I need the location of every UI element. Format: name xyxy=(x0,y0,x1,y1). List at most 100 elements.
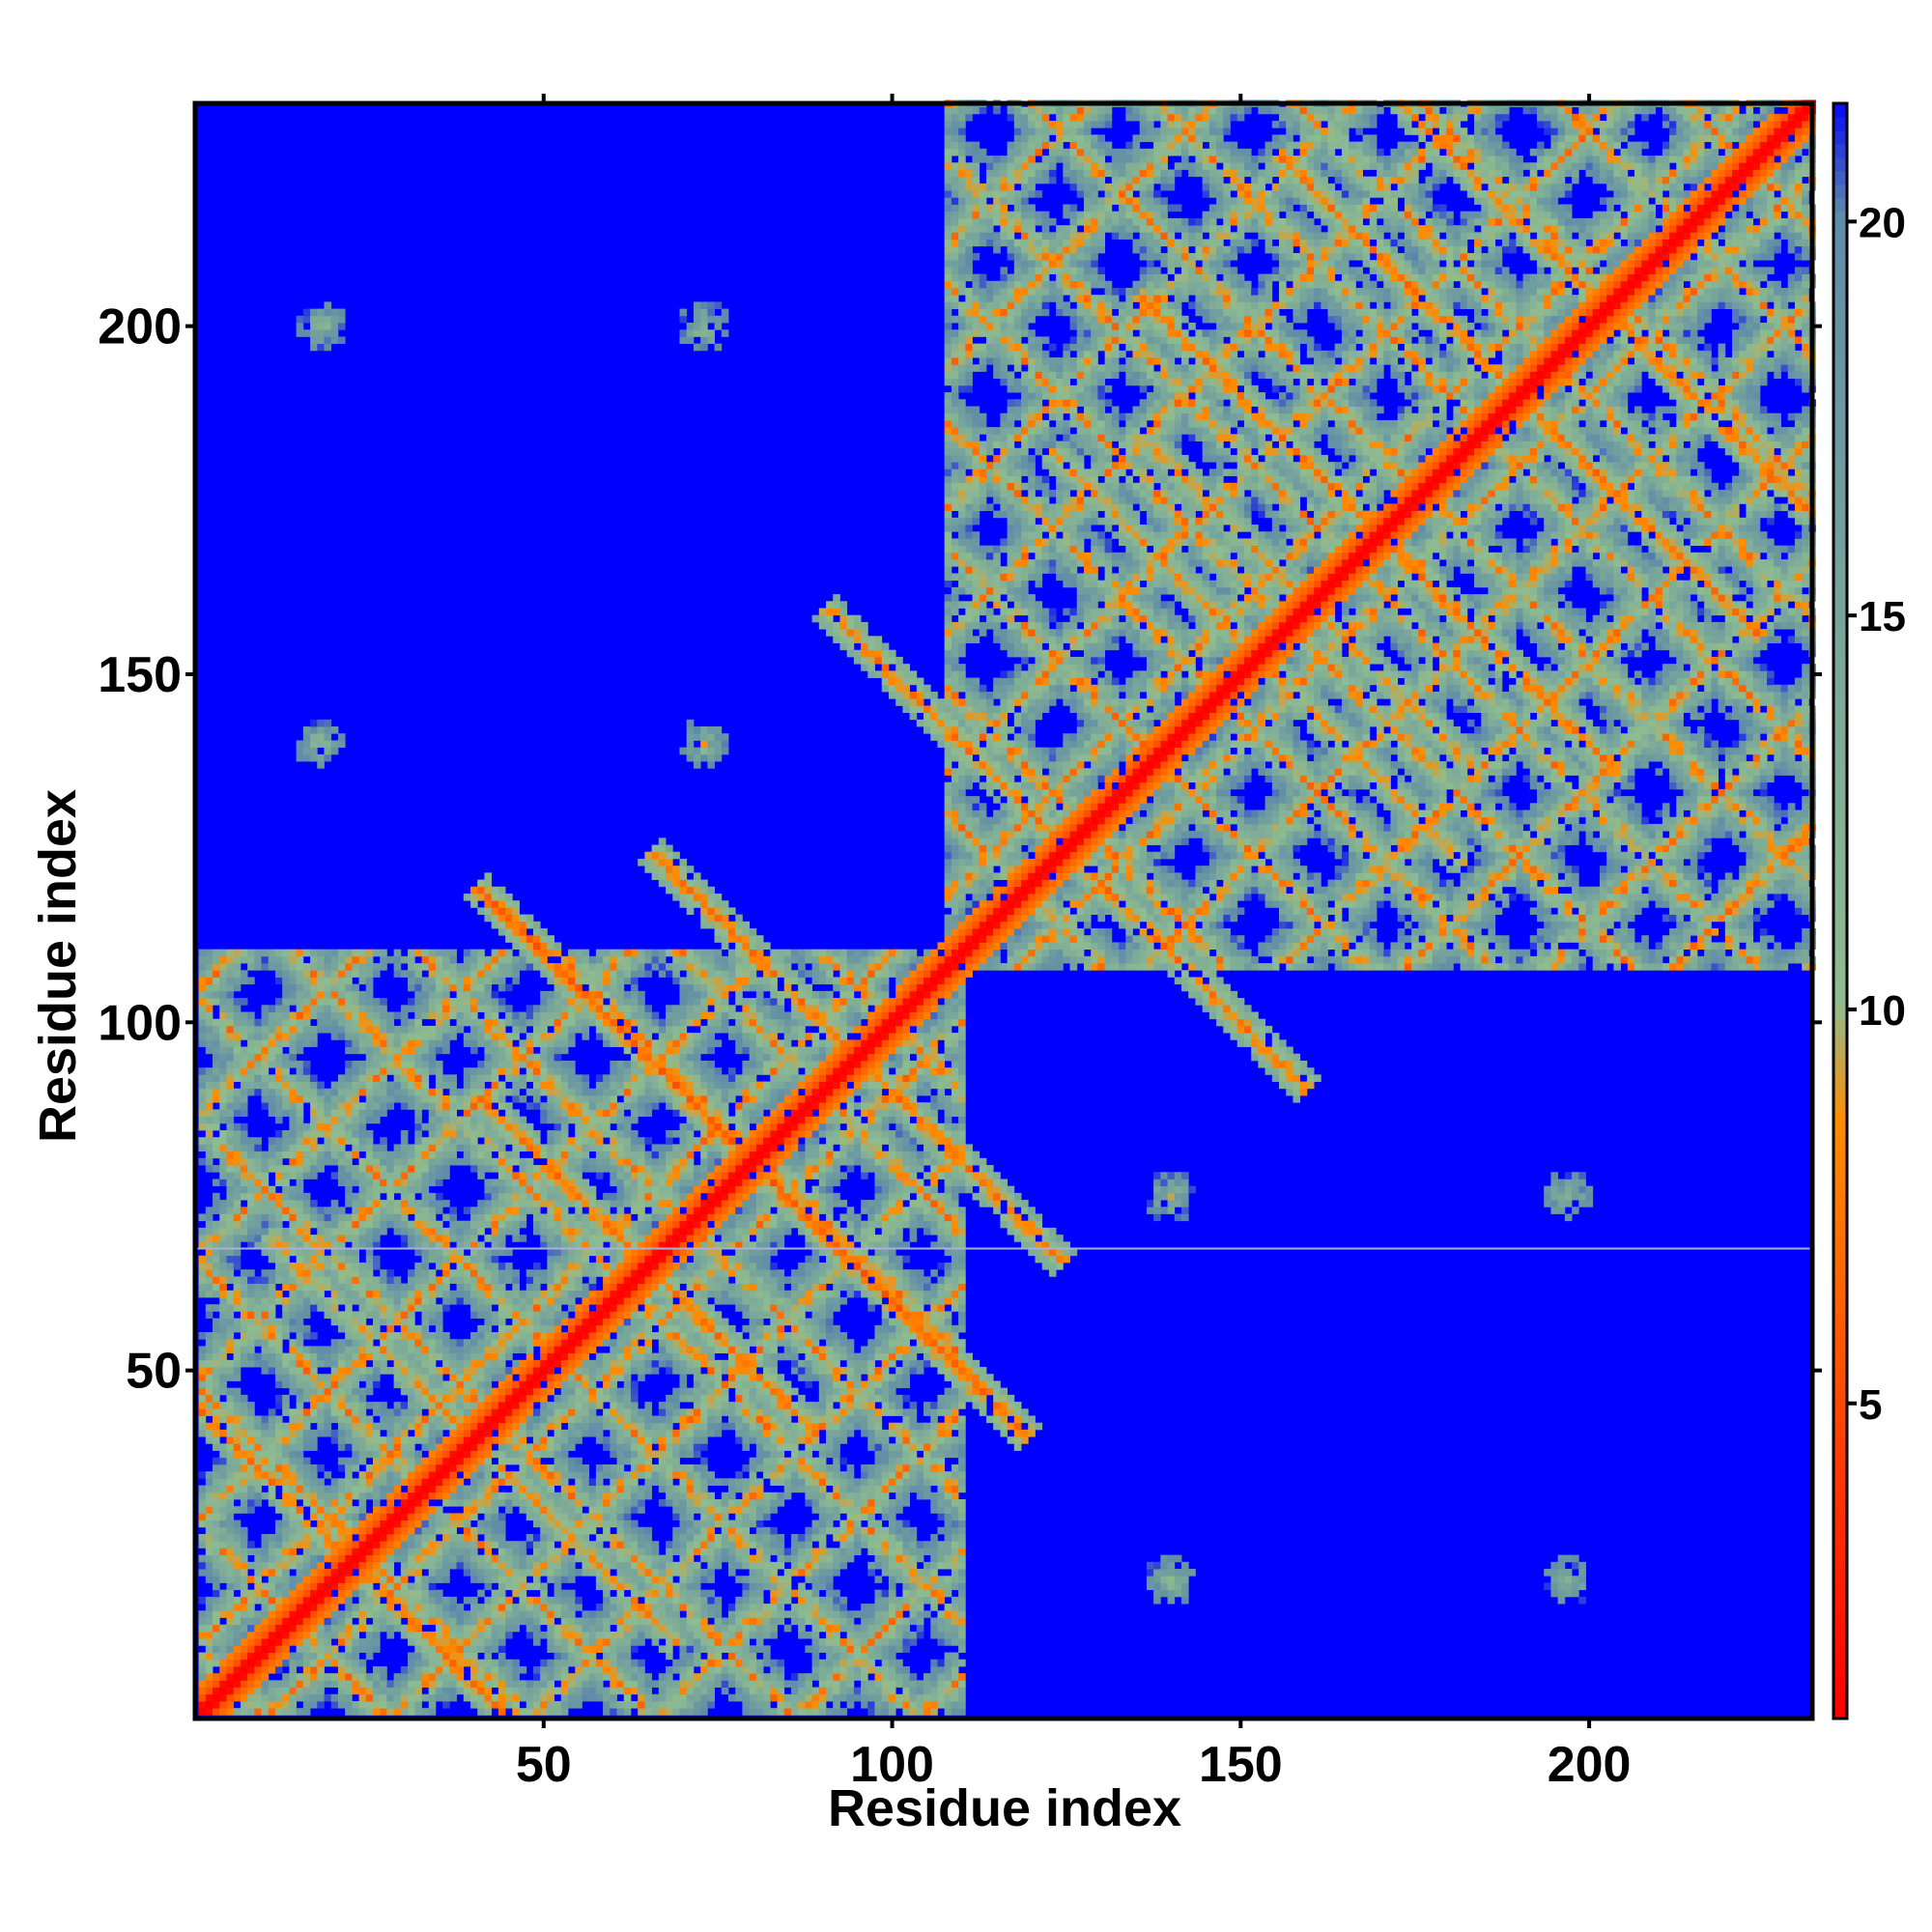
heatmap-cell xyxy=(449,1033,457,1040)
heatmap-cell xyxy=(296,1408,304,1416)
heatmap-cell xyxy=(505,1192,513,1201)
heatmap-cell xyxy=(497,1589,506,1598)
heatmap-cell xyxy=(512,1137,520,1145)
heatmap-cell xyxy=(365,1262,374,1270)
heatmap-cell xyxy=(400,1213,409,1222)
heatmap-cell xyxy=(337,1033,346,1040)
heatmap-cell xyxy=(268,1604,276,1611)
heatmap-cell xyxy=(408,1060,415,1068)
heatmap-cell xyxy=(484,893,493,901)
heatmap-cell xyxy=(198,1255,207,1264)
heatmap-cell xyxy=(205,1422,213,1431)
heatmap-cell xyxy=(226,955,235,964)
heatmap-cell xyxy=(386,1513,395,1521)
heatmap-cell xyxy=(365,1074,374,1082)
heatmap-cell xyxy=(240,1130,248,1138)
heatmap-cell xyxy=(470,998,478,1006)
heatmap-cell xyxy=(442,1005,450,1012)
heatmap-cell xyxy=(233,1207,242,1214)
heatmap-cell xyxy=(380,1589,387,1598)
heatmap-cell xyxy=(324,1485,332,1493)
heatmap-cell xyxy=(365,1067,374,1075)
heatmap-cell xyxy=(219,1380,227,1389)
heatmap-cell xyxy=(198,1673,207,1681)
heatmap-cell xyxy=(435,1144,443,1152)
heatmap-cell xyxy=(373,1367,381,1375)
heatmap-cell xyxy=(296,1262,304,1270)
heatmap-cell xyxy=(317,1554,325,1563)
heatmap-cell xyxy=(219,1200,227,1208)
heatmap-cell xyxy=(449,1457,457,1465)
heatmap-cell xyxy=(352,1526,359,1535)
heatmap-cell xyxy=(268,1346,276,1354)
heatmap-cell xyxy=(560,1415,569,1424)
heatmap-cell xyxy=(198,963,207,971)
heatmap-cell xyxy=(337,1680,346,1688)
heatmap-cell xyxy=(365,1680,374,1688)
heatmap-cell xyxy=(324,1631,332,1639)
heatmap-cell xyxy=(540,1192,548,1201)
heatmap-cell xyxy=(198,1513,207,1521)
heatmap-cell xyxy=(442,1276,450,1284)
heatmap-cell xyxy=(233,1018,242,1027)
heatmap-cell xyxy=(365,1018,374,1027)
heatmap-cell xyxy=(414,1645,422,1653)
heatmap-cell xyxy=(289,1374,298,1381)
heatmap-cell xyxy=(421,1380,430,1389)
heatmap-cell xyxy=(547,1576,554,1583)
heatmap-cell xyxy=(213,1227,220,1236)
heatmap-cell xyxy=(463,1631,471,1639)
heatmap-cell xyxy=(358,1687,367,1695)
heatmap-cell xyxy=(345,1060,353,1068)
heatmap-cell xyxy=(205,1436,213,1444)
heatmap-cell xyxy=(254,1339,262,1347)
heatmap-cell xyxy=(526,1478,534,1486)
heatmap-cell xyxy=(345,1262,353,1270)
heatmap-cell xyxy=(497,1665,506,1674)
heatmap-cell xyxy=(421,1255,430,1264)
heatmap-cell xyxy=(484,1046,493,1055)
heatmap-cell xyxy=(233,1262,242,1270)
heatmap-cell xyxy=(484,1624,493,1633)
heatmap-cell xyxy=(414,1352,422,1361)
heatmap-cell xyxy=(554,1109,562,1118)
heatmap-cell xyxy=(519,1408,527,1416)
heatmap-cell xyxy=(198,1415,207,1424)
heatmap-cell xyxy=(505,1604,513,1611)
heatmap-cell xyxy=(205,1039,213,1047)
heatmap-cell xyxy=(408,1318,415,1326)
heatmap-cell xyxy=(345,1046,353,1055)
heatmap-cell xyxy=(456,1415,465,1424)
heatmap-cell xyxy=(198,1638,207,1646)
heatmap-cell xyxy=(400,1498,409,1507)
heatmap-cell xyxy=(554,1624,562,1633)
heatmap-cell xyxy=(547,1708,554,1716)
heatmap-cell xyxy=(414,1422,422,1431)
heatmap-cell xyxy=(560,1241,569,1249)
heatmap-cell xyxy=(282,1463,290,1472)
heatmap-cell xyxy=(421,1241,430,1249)
heatmap-cell xyxy=(491,1011,499,1020)
heatmap-cell xyxy=(337,308,346,317)
heatmap-cell xyxy=(497,1429,506,1437)
heatmap-cell xyxy=(302,1304,311,1312)
heatmap-cell xyxy=(540,1116,548,1124)
heatmap-cell xyxy=(226,983,235,992)
heatmap-cell xyxy=(373,1687,381,1695)
heatmap-cell xyxy=(330,323,339,330)
heatmap-cell xyxy=(456,1094,465,1103)
heatmap-cell xyxy=(324,1227,332,1236)
heatmap-cell xyxy=(352,1248,359,1257)
heatmap-cell xyxy=(449,1492,457,1500)
heatmap-cell xyxy=(198,1541,207,1548)
heatmap-cell xyxy=(491,1554,499,1563)
heatmap-cell xyxy=(254,1443,262,1451)
heatmap-cell xyxy=(477,1443,485,1451)
heatmap-cell xyxy=(213,1018,220,1027)
heatmap-cell xyxy=(226,1179,235,1187)
heatmap-cell xyxy=(345,1339,353,1347)
heatmap-cell xyxy=(324,1645,332,1653)
heatmap-cell xyxy=(519,1463,527,1472)
heatmap-cell xyxy=(268,1498,276,1507)
heatmap-cell xyxy=(456,1262,465,1270)
